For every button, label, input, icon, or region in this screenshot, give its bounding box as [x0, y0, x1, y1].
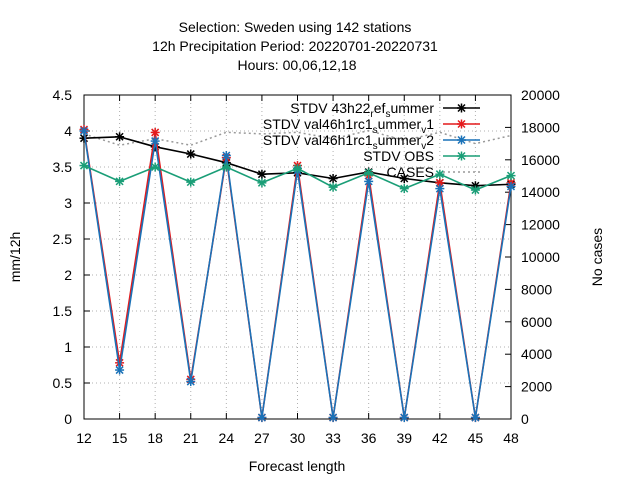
legend-label: STDV OBS	[363, 148, 434, 164]
data-point	[221, 162, 231, 172]
legend-label: STDV val46h1rc1summerv1	[263, 116, 434, 136]
y-tick-label: 4.5	[53, 87, 73, 103]
y-axis-label: mm/12h	[7, 232, 23, 283]
legend-entry: CASES	[387, 164, 480, 180]
x-tick-label: 15	[112, 430, 128, 446]
y2-tick-label: 10000	[521, 249, 560, 265]
legend-label: STDV val46h1rc1summerv2	[263, 132, 434, 152]
chart-title-line-1: Selection: Sweden using 142 stations	[179, 19, 412, 35]
y-tick-label: 0	[64, 411, 72, 427]
y2-tick-label: 0	[521, 411, 529, 427]
x-tick-label: 42	[432, 430, 448, 446]
x-tick-label: 24	[219, 430, 235, 446]
x-tick-label: 18	[147, 430, 163, 446]
y-tick-label: 0.5	[53, 375, 73, 391]
y-tick-label: 3	[64, 195, 72, 211]
data-point	[470, 185, 480, 195]
legend-marker	[457, 119, 466, 129]
y2-tick-label: 4000	[521, 346, 552, 362]
y2-tick-label: 12000	[521, 217, 560, 233]
data-point	[150, 136, 160, 146]
data-point	[186, 377, 196, 387]
x-tick-label: 45	[468, 430, 484, 446]
data-point	[257, 413, 267, 423]
x-tick-label: 48	[503, 430, 519, 446]
chart-title-line-3: Hours: 00,06,12,18	[237, 57, 356, 73]
data-point	[79, 126, 89, 136]
y2-tick-label: 6000	[521, 314, 552, 330]
series-layer	[79, 125, 516, 423]
legend-entry: STDV val46h1rc1summerv2	[263, 132, 480, 152]
data-point	[221, 150, 231, 160]
x-axis-label: Forecast length	[249, 458, 346, 474]
x-tick-label: 30	[290, 430, 306, 446]
x-tick-label: 36	[361, 430, 377, 446]
y-tick-label: 2.5	[53, 231, 73, 247]
data-point	[186, 177, 196, 187]
legend-marker	[457, 151, 466, 161]
data-point	[257, 169, 267, 179]
data-point	[328, 174, 338, 184]
y2-tick-label: 8000	[521, 281, 552, 297]
data-point	[150, 127, 160, 137]
y2-tick-label: 16000	[521, 152, 560, 168]
x-tick-label: 27	[254, 430, 270, 446]
data-point	[399, 174, 409, 184]
legend-entry: STDV OBS	[363, 148, 480, 164]
data-point	[364, 176, 374, 186]
y-tick-label: 3.5	[53, 159, 73, 175]
x-tick-label: 33	[325, 430, 341, 446]
y-tick-label: 1	[64, 339, 72, 355]
x-tick-label: 12	[76, 430, 92, 446]
x-tick-label: 39	[396, 430, 412, 446]
legend-marker	[457, 135, 466, 145]
data-point	[399, 413, 409, 423]
data-point	[506, 171, 516, 181]
y2-axis-label: No cases	[589, 228, 605, 286]
data-point	[257, 178, 267, 188]
data-point	[435, 184, 445, 194]
data-point	[115, 365, 125, 375]
data-point	[435, 169, 445, 179]
legend-entry: STDV val46h1rc1summerv1	[263, 116, 480, 136]
data-point	[399, 184, 409, 194]
y2-tick-label: 20000	[521, 87, 560, 103]
data-point	[364, 168, 374, 178]
data-point	[79, 161, 89, 171]
data-point	[115, 132, 125, 142]
y-tick-label: 4	[64, 123, 72, 139]
data-point	[293, 163, 302, 173]
data-point	[150, 162, 160, 172]
y-tick-label: 2	[64, 267, 72, 283]
chart-title-line-2: 12h Precipitation Period: 20220701-20220…	[152, 38, 438, 54]
data-point	[186, 149, 196, 159]
y2-tick-label: 2000	[521, 379, 552, 395]
data-point	[115, 176, 125, 186]
axis-ticks: 12 15 18 21 24 27 30 33 36 39 42 45 4800.511.522.533…	[53, 87, 561, 446]
legend-label: STDV 43h22refsummer	[290, 100, 434, 120]
data-point	[328, 413, 338, 423]
legend-marker	[457, 103, 466, 113]
y-tick-label: 1.5	[53, 303, 73, 319]
legend-label: CASES	[387, 164, 434, 180]
series-3	[79, 161, 516, 195]
y2-tick-label: 18000	[521, 119, 560, 135]
legend-entry: STDV 43h22refsummer	[290, 100, 480, 120]
data-point	[470, 413, 480, 423]
data-point	[328, 182, 338, 192]
data-point	[506, 181, 516, 191]
y2-tick-label: 14000	[521, 184, 560, 200]
x-tick-label: 21	[183, 430, 199, 446]
